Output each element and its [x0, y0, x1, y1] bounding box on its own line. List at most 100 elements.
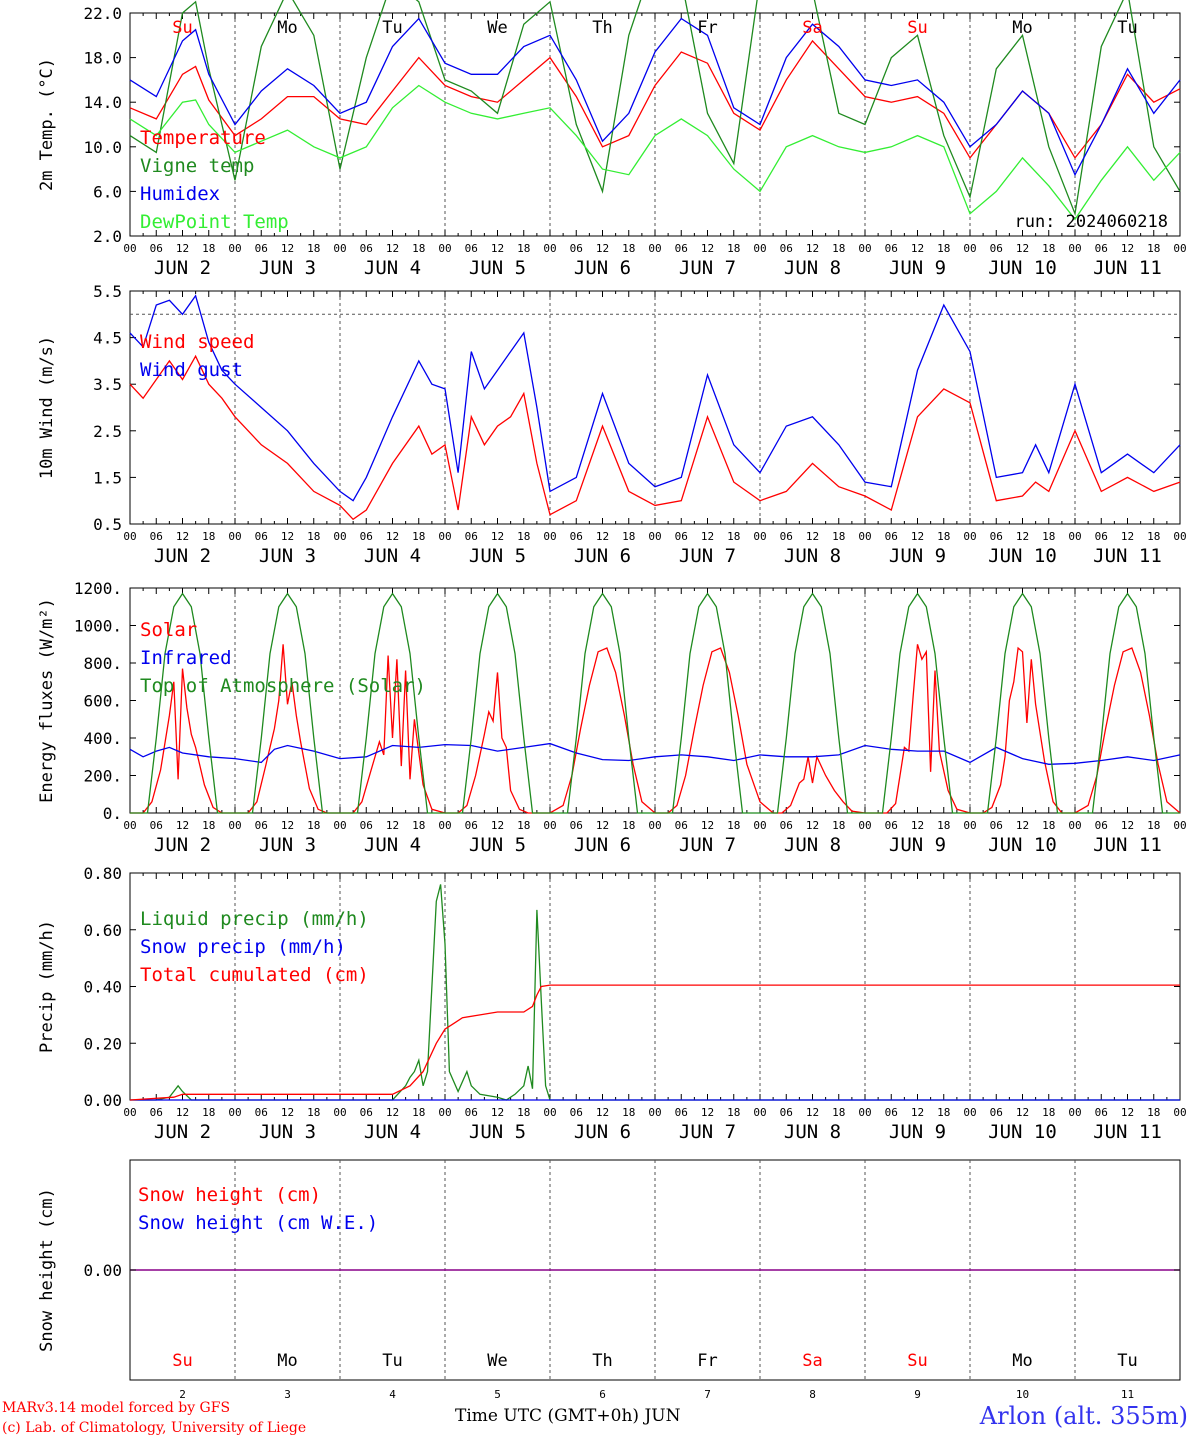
- date-label: JUN 2: [154, 257, 211, 279]
- hour-tick-label: 18: [517, 530, 530, 543]
- date-label: JUN 6: [574, 834, 631, 856]
- hour-tick-label: 06: [885, 819, 898, 832]
- date-label: JUN 4: [364, 257, 421, 279]
- hour-tick-label: 18: [202, 242, 215, 255]
- legend-entry: Total cumulated (cm): [140, 964, 369, 986]
- date-label: JUN 5: [469, 1121, 526, 1143]
- hour-tick-label: 06: [570, 530, 583, 543]
- hour-tick-label: 12: [491, 1106, 504, 1119]
- legend-entry: Humidex: [140, 183, 220, 205]
- hour-tick-label: 12: [1016, 242, 1029, 255]
- hour-tick-label: 12: [596, 530, 609, 543]
- y-tick-label: 2.0: [93, 227, 122, 246]
- hour-tick-label: 12: [1121, 819, 1134, 832]
- hour-tick-label: 18: [1147, 1106, 1160, 1119]
- y-tick-label: 0.00: [83, 1261, 122, 1280]
- hour-tick-label: 18: [727, 530, 740, 543]
- hour-tick-label: 00: [228, 1106, 241, 1119]
- day-label-top: Su: [907, 18, 927, 38]
- hour-tick-label: 06: [150, 819, 163, 832]
- hour-tick-label: 18: [727, 1106, 740, 1119]
- hour-tick-label: 06: [675, 1106, 688, 1119]
- date-label: JUN 11: [1093, 257, 1162, 279]
- day-label-bottom: Mo: [1012, 1351, 1032, 1371]
- hour-tick-label: 06: [360, 530, 373, 543]
- hour-tick-label: 12: [1016, 1106, 1029, 1119]
- hour-tick-label: 00: [333, 819, 346, 832]
- hour-tick-label: 06: [465, 1106, 478, 1119]
- hour-tick-label: 06: [255, 530, 268, 543]
- date-label: JUN 9: [889, 834, 946, 856]
- hour-tick-label: 00: [753, 819, 766, 832]
- hour-tick-label: 06: [150, 242, 163, 255]
- hour-tick-label: 00: [1068, 1106, 1081, 1119]
- y-tick-label: 0.80: [83, 864, 122, 883]
- date-label: JUN 6: [574, 545, 631, 567]
- hour-tick-label: 12: [281, 530, 294, 543]
- series-line-0: [129, 354, 1181, 521]
- day-number: 6: [599, 1388, 606, 1401]
- date-label: JUN 10: [988, 1121, 1057, 1143]
- y-axis-label-2: Energy fluxes (W/m²): [37, 598, 57, 803]
- station-name: Arlon (alt. 355m): [979, 1402, 1188, 1430]
- y-tick-label: 22.0: [83, 4, 122, 23]
- hour-tick-label: 06: [570, 242, 583, 255]
- date-label: JUN 10: [988, 257, 1057, 279]
- hour-tick-label: 18: [412, 819, 425, 832]
- date-label: JUN 3: [259, 834, 316, 856]
- hour-tick-label: 00: [858, 530, 871, 543]
- hour-tick-label: 06: [675, 242, 688, 255]
- hour-tick-label: 18: [832, 1106, 845, 1119]
- day-label-bottom: Su: [172, 1351, 192, 1371]
- hour-tick-label: 06: [1095, 530, 1108, 543]
- hour-tick-label: 12: [806, 1106, 819, 1119]
- y-tick-label: 1200.: [74, 579, 122, 598]
- hour-tick-label: 18: [412, 1106, 425, 1119]
- time-axis-title: Time UTC (GMT+0h) JUN: [455, 1406, 681, 1426]
- hour-tick-label: 12: [911, 1106, 924, 1119]
- date-label: JUN 8: [784, 1121, 841, 1143]
- hour-tick-label: 00: [438, 242, 451, 255]
- hour-tick-label: 12: [596, 242, 609, 255]
- hour-tick-label: 00: [963, 819, 976, 832]
- hour-tick-label: 06: [360, 819, 373, 832]
- legend-entry: Liquid precip (mm/h): [140, 908, 369, 930]
- series-line-1: [129, 294, 1181, 502]
- hour-tick-label: 00: [333, 1106, 346, 1119]
- hour-tick-label: 12: [176, 242, 189, 255]
- y-tick-label: 0.00: [83, 1091, 122, 1110]
- series-line-1: [129, 0, 1181, 217]
- date-label: JUN 3: [259, 545, 316, 567]
- y-tick-label: 600.: [83, 692, 122, 711]
- hour-tick-label: 12: [281, 819, 294, 832]
- hour-tick-label: 18: [622, 1106, 635, 1119]
- hour-tick-label: 00: [648, 1106, 661, 1119]
- date-label: JUN 9: [889, 257, 946, 279]
- hour-tick-label: 00: [438, 1106, 451, 1119]
- day-label-bottom: Su: [907, 1351, 927, 1371]
- hour-tick-label: 12: [701, 242, 714, 255]
- y-tick-label: 5.5: [93, 282, 122, 301]
- hour-tick-label: 18: [202, 1106, 215, 1119]
- day-number: 10: [1016, 1388, 1029, 1401]
- date-label: JUN 10: [988, 834, 1057, 856]
- hour-tick-label: 00: [1173, 1106, 1186, 1119]
- y-tick-label: 1000.: [74, 617, 122, 636]
- date-label: JUN 11: [1093, 545, 1162, 567]
- day-label-bottom: Tu: [1117, 1351, 1137, 1371]
- hour-tick-label: 06: [780, 1106, 793, 1119]
- day-number: 9: [914, 1388, 921, 1401]
- hour-tick-label: 12: [386, 242, 399, 255]
- hour-tick-label: 18: [832, 242, 845, 255]
- hour-tick-label: 00: [228, 530, 241, 543]
- hour-tick-label: 00: [543, 819, 556, 832]
- date-label: JUN 5: [469, 545, 526, 567]
- hour-tick-label: 00: [543, 530, 556, 543]
- day-label-top: Fr: [697, 18, 717, 38]
- hour-tick-label: 12: [701, 530, 714, 543]
- legend-entry: Solar: [140, 619, 197, 641]
- hour-tick-label: 18: [517, 819, 530, 832]
- hour-tick-label: 12: [491, 242, 504, 255]
- hour-tick-label: 18: [1042, 242, 1055, 255]
